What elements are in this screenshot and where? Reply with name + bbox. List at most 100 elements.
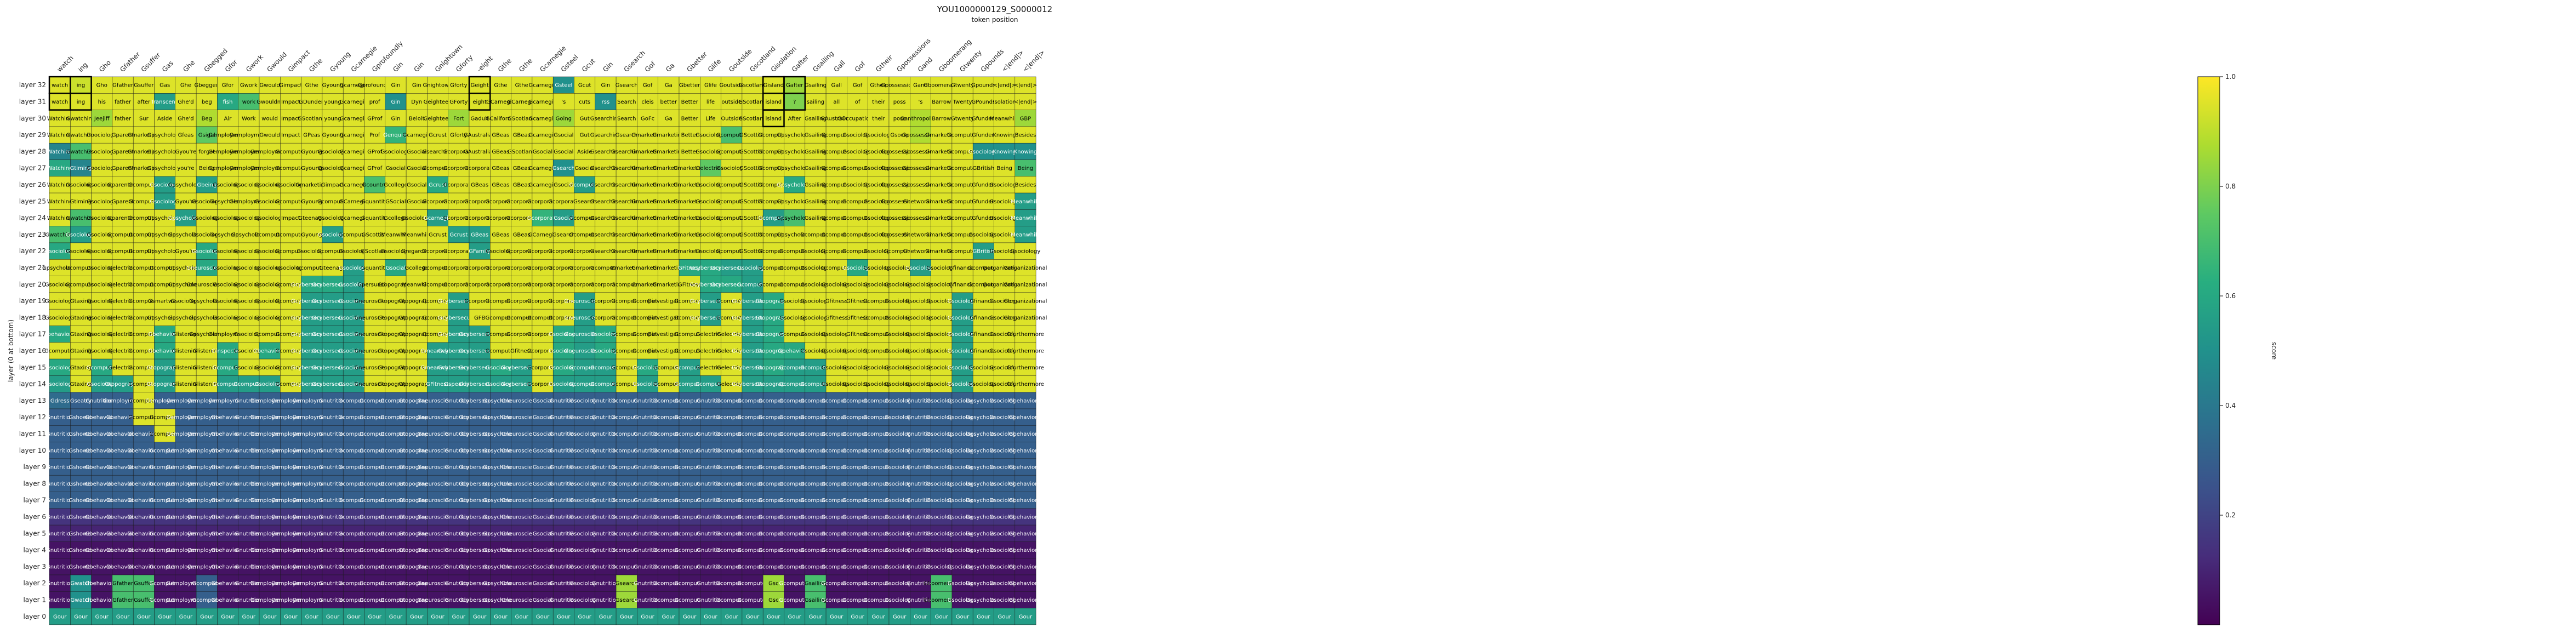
heatmap-cell-rect: [385, 76, 407, 94]
heatmap-cell: Knowing: [1014, 142, 1037, 160]
heatmap-cell: their: [868, 110, 890, 127]
heatmap-cell: GScotland: [298, 110, 326, 127]
heatmap-cell-label: Gmarketing: [652, 149, 685, 155]
heatmap-cell: Gcarnegie: [340, 142, 368, 160]
heatmap-cell: young: [322, 93, 344, 110]
heatmap-cell: Gcarnegie: [529, 159, 557, 177]
heatmap-cell-label: Gcomputer: [275, 199, 306, 205]
heatmap-cell-label: Gmarketing: [631, 182, 664, 188]
heatmap-cell: better: [658, 93, 680, 110]
heatmap-cell: Beg: [196, 110, 218, 127]
heatmap-cell-label: <|end|>: [1014, 99, 1037, 105]
heatmap-cell: GBeas: [511, 126, 533, 144]
heatmap-cell-rect: [762, 142, 784, 160]
heatmap-grid: watch ing Gho Gfather Gsuffer Gas Ghe Gbegged Gf…: [42, 76, 1047, 625]
heatmap-cell-label: Gcarnegie: [529, 133, 557, 139]
heatmap-cell-label: Gyoung: [301, 199, 322, 205]
heatmap-cell: Gcomputer: [716, 192, 748, 210]
heatmap-cell-label: Gour: [851, 614, 864, 620]
heatmap-cell-label: Gcomputer: [758, 133, 789, 139]
heatmap-cell: Gour: [784, 608, 806, 625]
heatmap-cell-label: Watching: [47, 182, 73, 188]
heatmap-cell-label: Gmarketing: [925, 133, 958, 139]
heatmap-cell-rect: [343, 126, 364, 144]
heatmap-cell: Gmarketing: [631, 176, 664, 193]
heatmap-cell: Gour: [951, 608, 973, 625]
heatmap-cell: Gour: [490, 608, 511, 625]
heatmap-cell-label: Gour: [536, 614, 550, 620]
heatmap-cell-label: Gtwenty: [951, 83, 974, 89]
chart-title: YOU1000000129_S0000012: [937, 4, 1052, 15]
heatmap-cell-label: Gmarketing: [128, 149, 160, 155]
heatmap-cell-rect: [868, 76, 890, 94]
heatmap-cell-rect: [448, 93, 470, 110]
heatmap-cell-label: Gsteel: [555, 83, 572, 89]
x-tick-label: Gho: [98, 59, 112, 73]
heatmap-cell: Gpossessions: [881, 159, 918, 177]
heatmap-cell: Watching: [47, 209, 72, 226]
heatmap-cell-rect: [175, 192, 197, 210]
heatmap-cell: Gour: [91, 608, 113, 625]
heatmap-cell: Gsociology: [150, 176, 180, 193]
heatmap-cell: GOccupational: [837, 110, 877, 127]
heatmap-cell: GCarnegie: [507, 93, 536, 110]
heatmap-cell-rect: [385, 192, 407, 210]
heatmap-cell-label: Gmarketing: [925, 149, 958, 155]
heatmap-cell: Gsociology: [842, 126, 873, 144]
heatmap-cell-label: Gmarketing: [631, 166, 664, 172]
heatmap-cell-label: Gpossessions: [881, 182, 918, 188]
x-tick-label: Gin: [391, 60, 404, 73]
heatmap-cell: Gwouldnt: [257, 93, 283, 110]
heatmap-cell-rect: [552, 126, 574, 144]
heatmap-cell-label: Gour: [599, 614, 613, 620]
heatmap-cell: Gscotland: [739, 76, 766, 94]
heatmap-cell-label: Gfor: [222, 83, 234, 89]
heatmap-cell: Geighteen: [424, 93, 452, 110]
heatmap-cell-rect: [133, 176, 155, 193]
heatmap-cell: Gsearching: [590, 159, 621, 177]
heatmap-cell-rect: [574, 110, 596, 127]
heatmap-cell: Gtheir: [868, 76, 890, 94]
heatmap-cell-label: Gsociology: [1011, 249, 1041, 255]
heatmap-cell-label: Gmarketing: [631, 199, 664, 205]
heatmap-cell: Gnutrition: [46, 591, 73, 608]
heatmap-cell-label: Gfitness: [825, 315, 848, 321]
heatmap-cell-label: Gsearch: [615, 83, 638, 89]
heatmap-cell: Gyoung: [301, 192, 322, 210]
heatmap-cell-label: GScottish: [739, 182, 766, 188]
heatmap-cell-label: GBeas: [471, 182, 488, 188]
heatmap-cell-rect: [931, 176, 953, 193]
heatmap-cell-label: Gorganizational: [1004, 315, 1047, 321]
x-tick-label: Gbetter: [685, 50, 708, 73]
heatmap-cell-rect: [49, 159, 71, 177]
heatmap-cell-label: Search: [617, 116, 636, 122]
heatmap-cell-rect: [784, 176, 806, 193]
heatmap-cell-rect: [910, 192, 931, 210]
heatmap-cell-label: GBeas: [492, 166, 509, 172]
heatmap-cell-label: Besides: [1015, 182, 1036, 188]
heatmap-cell-rect: [742, 76, 763, 94]
heatmap-cell-label: Gand: [913, 83, 928, 89]
heatmap-cell-label: Gbeing: [197, 182, 216, 188]
heatmap-cell-rect: [238, 142, 260, 160]
heatmap-cell-rect: [238, 110, 260, 127]
heatmap-cell-rect: [847, 176, 868, 193]
heatmap-cell: Gut: [574, 110, 596, 127]
heatmap-cell-label: Geight: [471, 83, 489, 89]
heatmap-cell: Gcrust: [427, 226, 448, 243]
heatmap-cell-rect: [91, 76, 113, 94]
heatmap-cell: Gmarketing: [674, 176, 706, 193]
heatmap-cell-rect: [175, 176, 197, 193]
heatmap-cell: Better: [679, 93, 700, 110]
heatmap-cell-label: watch: [52, 83, 68, 89]
heatmap-cell-label: Gbehavioral: [1009, 548, 1042, 554]
heatmap-cell-rect: [133, 209, 155, 226]
heatmap-cell-label: GoFc: [641, 116, 654, 122]
x-tick-label: Ga: [664, 61, 676, 73]
heatmap-cell-label: Gsearching: [590, 166, 621, 172]
heatmap-cell: work: [238, 93, 260, 110]
heatmap-cell-rect: [427, 159, 448, 177]
heatmap-cell: Gnetworking: [903, 192, 938, 210]
heatmap-cell-rect: [910, 110, 931, 127]
heatmap-cell: Gboomerang: [924, 76, 959, 94]
